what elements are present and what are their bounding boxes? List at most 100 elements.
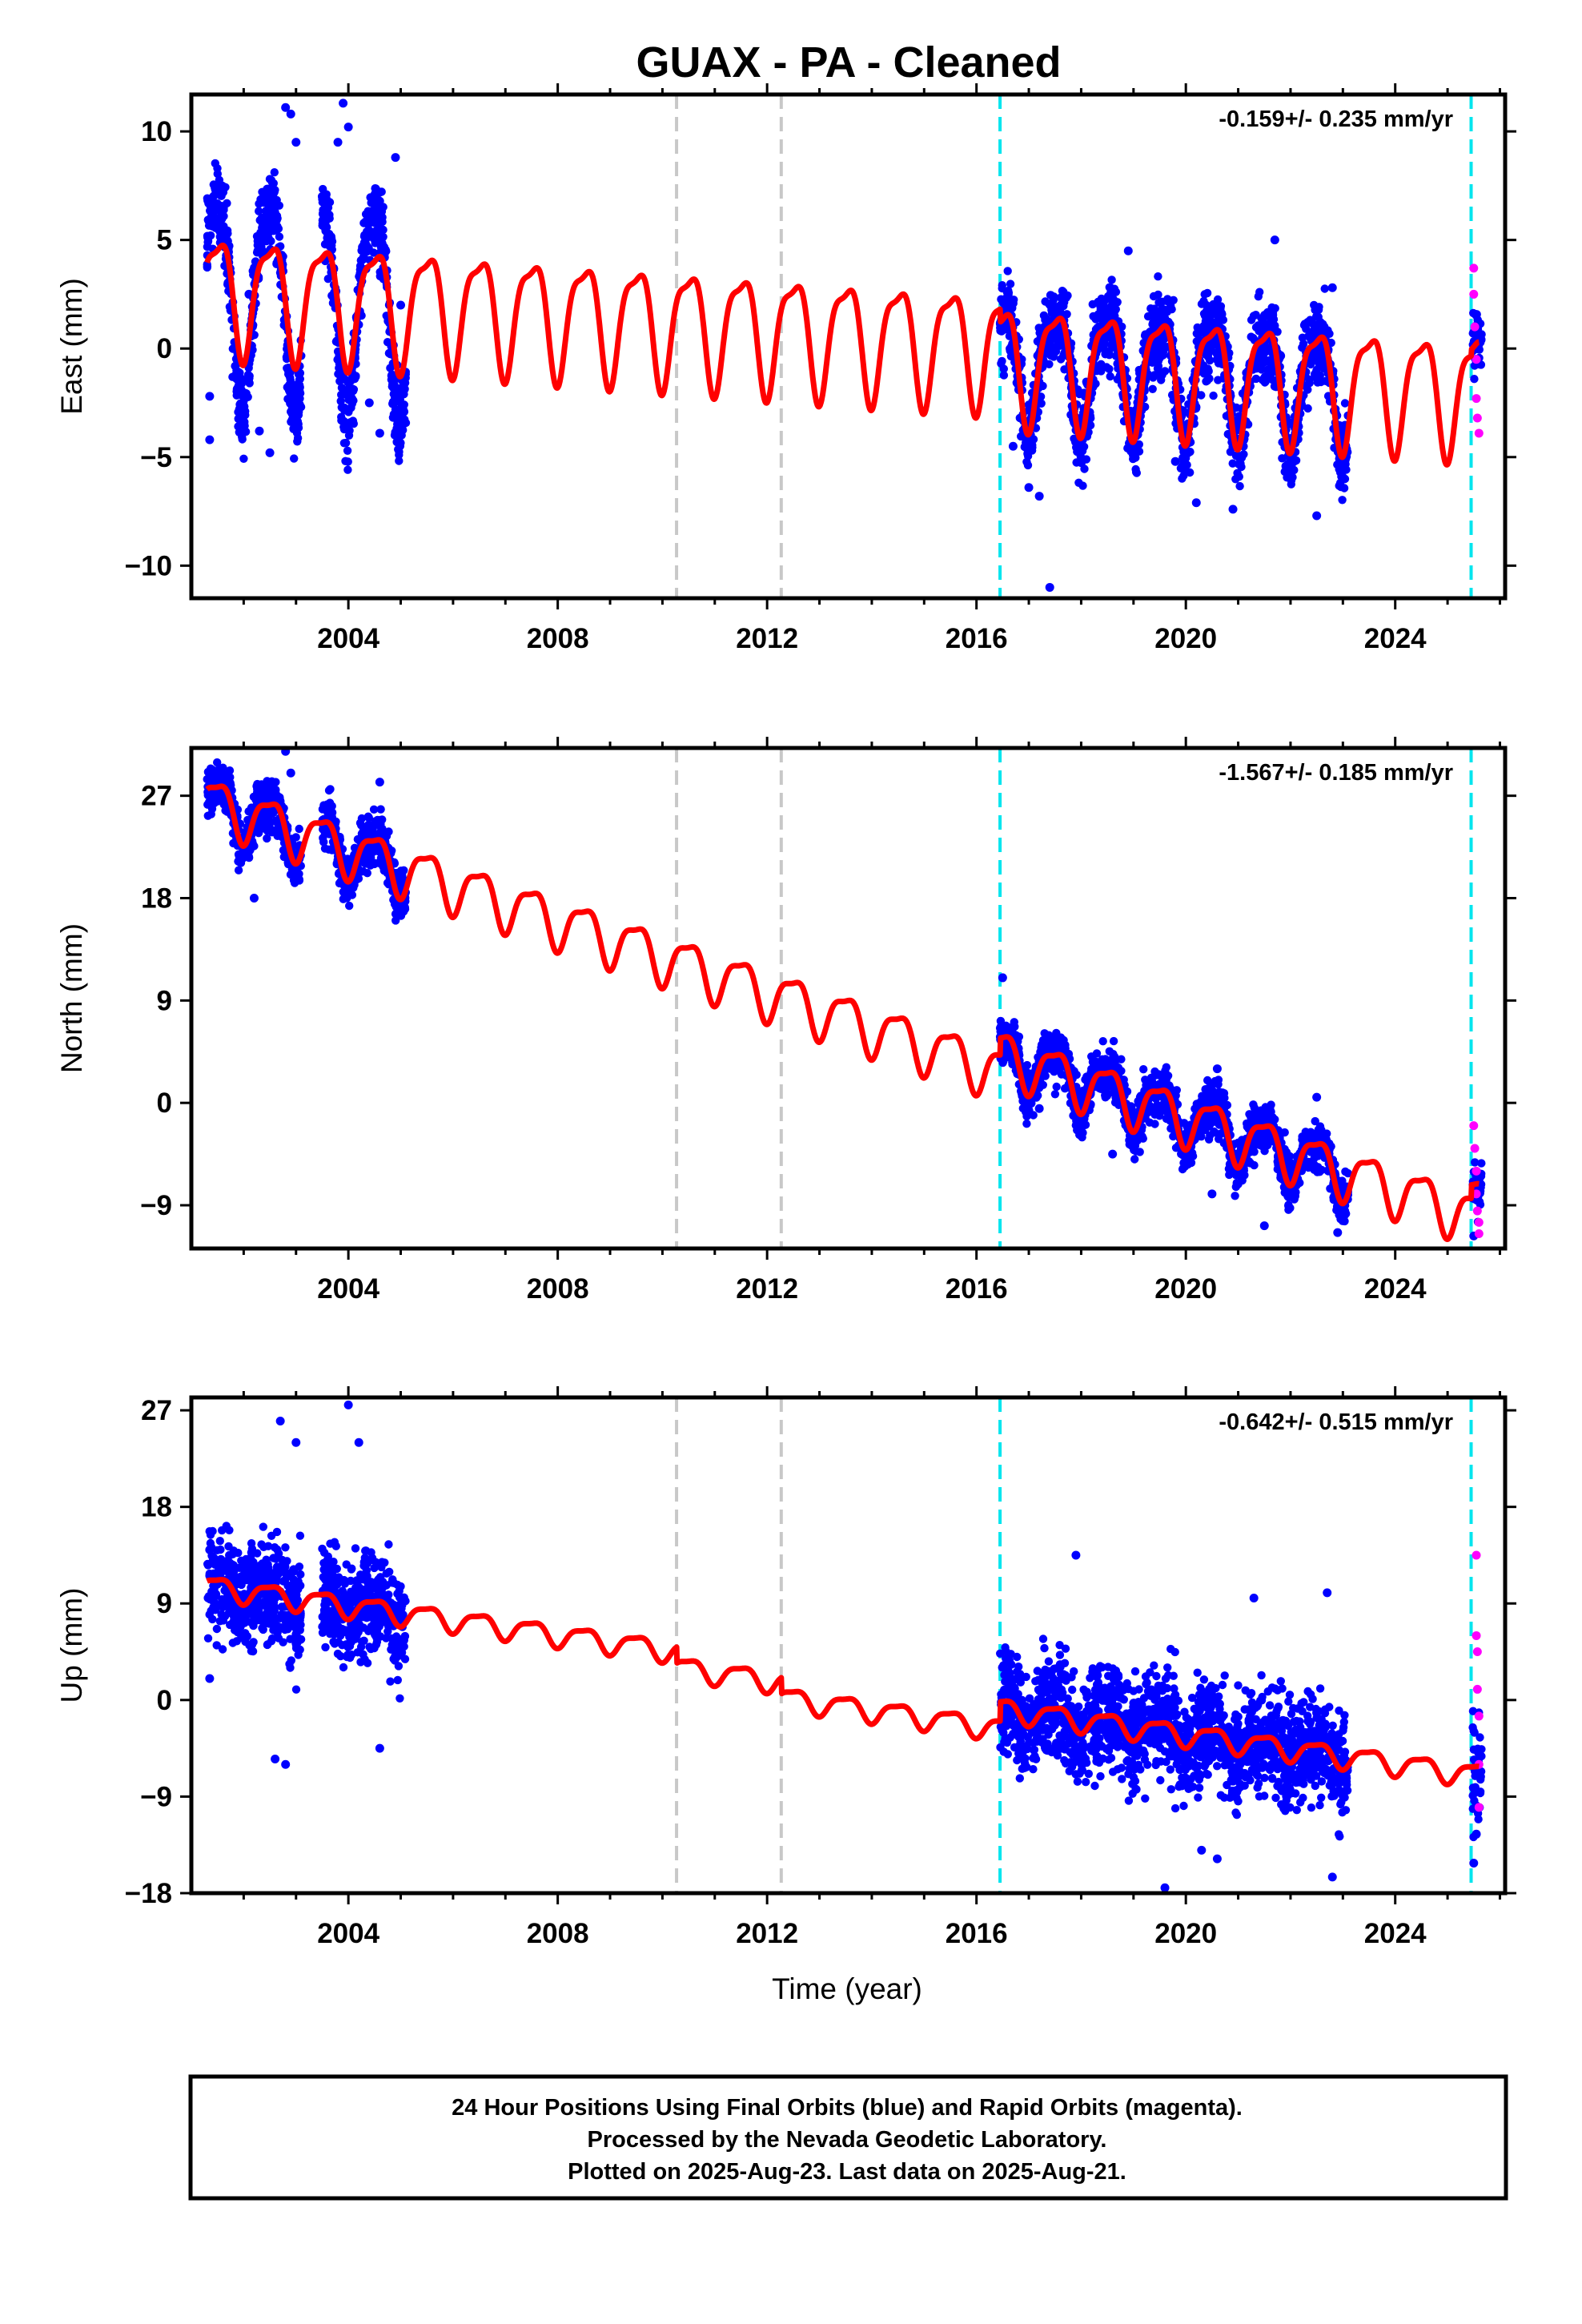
final-orbit-point [239,454,248,463]
final-orbit-point [267,178,277,187]
final-orbit-point [1150,1120,1159,1128]
final-orbit-point [239,396,248,406]
final-orbit-point [1109,1036,1118,1046]
final-orbit-point [228,344,237,353]
final-orbit-point [1258,320,1267,329]
final-orbit-point [366,846,375,854]
final-orbit-point [293,433,303,443]
final-orbit-point [1022,1060,1032,1070]
final-orbit-point [336,396,345,406]
final-orbit-point [232,375,241,384]
final-orbit-point [376,226,386,235]
final-orbit-point [209,191,218,200]
final-orbit-point [244,852,254,862]
y-axis-label: East (mm) [55,278,88,415]
final-orbit-point [1312,511,1322,521]
final-orbit-point [1310,322,1319,331]
final-orbit-point [1327,283,1337,292]
final-orbit-point [1170,456,1180,466]
rapid-orbit-point [1472,413,1482,423]
final-orbit-point [395,456,404,465]
final-orbit-point [1209,391,1218,400]
final-orbit-point [396,911,406,920]
final-orbit-point [1038,381,1047,391]
final-orbit-point [369,199,379,208]
final-orbit-point [1150,371,1159,380]
final-orbit-point [225,766,235,775]
x-tick-label: 2004 [317,623,379,654]
final-orbit-point [1132,468,1142,477]
final-orbit-point [1102,1092,1112,1100]
rapid-orbit-point [1472,394,1481,404]
final-orbit-point [343,457,352,466]
final-orbit-point [255,199,263,208]
final-orbit-point [1311,1116,1319,1126]
final-orbit-point [1027,446,1037,455]
final-orbit-point [1129,454,1138,464]
plot-area [203,94,1486,598]
final-orbit-point [319,801,328,810]
final-orbit-point [1260,378,1270,387]
final-orbit-point [358,255,367,263]
final-orbit-point [321,219,330,227]
final-orbit-point [1228,505,1238,514]
final-orbit-point [345,426,354,435]
final-orbit-point [215,227,225,236]
final-orbit-point [337,384,347,392]
y-tick-label: −10 [125,550,172,581]
final-orbit-point [1338,496,1347,505]
final-orbit-point [261,812,270,821]
final-orbit-point [396,392,405,400]
final-orbit-point [1102,363,1111,372]
final-orbit-point [339,895,347,903]
final-orbit-point [1203,1076,1212,1085]
final-orbit-point [1178,453,1187,462]
final-orbit-point [205,392,215,401]
final-orbit-point [1212,355,1222,364]
final-orbit-point [343,465,352,474]
final-orbit-point [295,375,304,384]
final-orbit-point [1158,371,1166,380]
final-orbit-point [235,852,243,861]
final-orbit-point [287,392,296,401]
final-orbit-point [255,789,264,798]
y-tick-label: 5 [157,225,172,256]
final-orbit-point [1231,475,1240,484]
final-orbit-point [205,435,215,444]
final-orbit-point [396,300,406,310]
final-orbit-point [1060,298,1069,307]
final-orbit-point [1260,312,1269,321]
final-orbit-point [1152,308,1161,317]
final-orbit-point [284,369,293,379]
final-orbit-point [1045,582,1054,592]
final-orbit-point [267,203,277,212]
final-orbit-point [258,223,267,232]
final-orbit-point [1149,292,1158,301]
final-orbit-point [208,214,217,223]
final-orbit-point [253,236,262,246]
final-orbit-point [1058,287,1067,296]
final-orbit-point [1318,320,1327,329]
final-orbit-point [1022,1120,1031,1128]
final-orbit-point [365,227,374,235]
y-tick-label: 10 [141,116,172,147]
final-orbit-point [1098,1037,1107,1046]
final-orbit-point [317,191,327,201]
final-orbit-point [1101,346,1110,356]
final-orbit-point [215,175,224,184]
final-orbit-point [216,213,225,223]
final-orbit-point [395,447,404,456]
final-orbit-point [343,123,353,132]
final-orbit-point [241,388,250,397]
final-orbit-point [396,438,405,448]
final-orbit-point [222,232,231,242]
final-orbit-point [323,275,332,283]
final-orbit-point [203,262,212,271]
final-orbit-point [295,824,303,834]
final-orbit-point [337,412,346,421]
final-orbit-point [1049,293,1058,302]
final-orbit-point [1205,313,1215,322]
final-orbit-point [265,227,274,236]
final-orbit-point [1178,1164,1187,1173]
